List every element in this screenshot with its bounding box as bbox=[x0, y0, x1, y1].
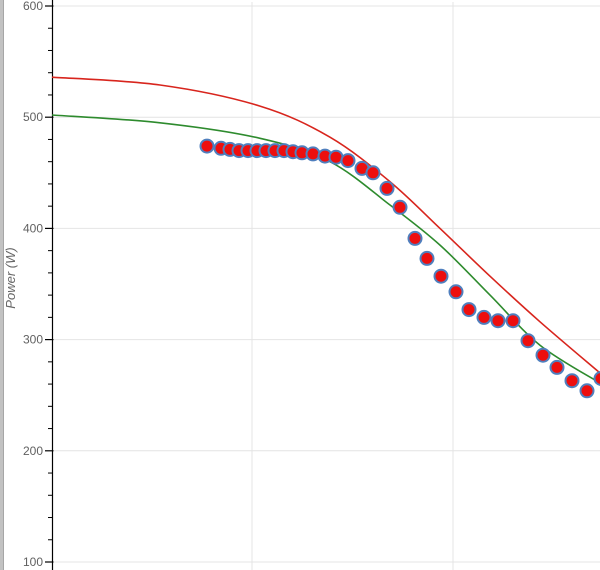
data-point[interactable] bbox=[490, 313, 506, 329]
data-point[interactable] bbox=[392, 199, 408, 215]
data-point[interactable] bbox=[305, 146, 321, 162]
y-tick-label: 200 bbox=[23, 444, 43, 458]
window-edge-strip bbox=[0, 0, 4, 570]
data-point[interactable] bbox=[199, 138, 215, 154]
data-point[interactable] bbox=[407, 230, 423, 246]
y-axis-title: Power (W) bbox=[3, 247, 18, 308]
data-point[interactable] bbox=[433, 268, 449, 284]
data-point[interactable] bbox=[593, 371, 600, 386]
y-tick-label: 100 bbox=[23, 555, 43, 569]
data-point[interactable] bbox=[505, 313, 521, 329]
data-point[interactable] bbox=[365, 165, 381, 181]
data-point[interactable] bbox=[564, 373, 580, 389]
data-point[interactable] bbox=[340, 153, 356, 169]
data-point[interactable] bbox=[520, 333, 536, 349]
y-tick-label: 600 bbox=[23, 0, 43, 13]
data-point[interactable] bbox=[328, 149, 344, 165]
data-point[interactable] bbox=[461, 302, 477, 318]
y-axis: 100 200 300 400 500 600 bbox=[23, 0, 54, 570]
data-point[interactable] bbox=[579, 383, 595, 399]
y-tick-label: 500 bbox=[23, 110, 43, 124]
scatter-points bbox=[199, 138, 600, 399]
data-point[interactable] bbox=[419, 250, 435, 266]
y-tick-label: 400 bbox=[23, 221, 43, 235]
data-point[interactable] bbox=[379, 180, 395, 196]
gridlines bbox=[52, 2, 600, 570]
data-point[interactable] bbox=[476, 309, 492, 325]
data-point[interactable] bbox=[535, 347, 551, 363]
y-tick-label: 300 bbox=[23, 333, 43, 347]
data-point[interactable] bbox=[448, 284, 464, 300]
data-point[interactable] bbox=[549, 359, 565, 375]
curves bbox=[51, 76, 600, 384]
upper-curve-red bbox=[51, 76, 600, 374]
lower-curve-green bbox=[51, 114, 600, 384]
